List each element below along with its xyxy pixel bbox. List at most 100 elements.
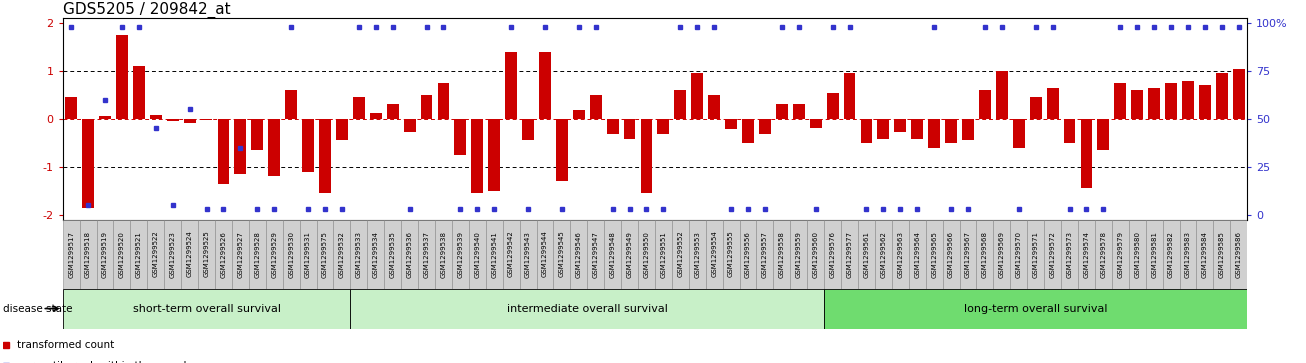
Bar (1030, 97, 1042, 119)
Text: GSM1299519: GSM1299519 (102, 231, 108, 278)
Text: GSM1299566: GSM1299566 (948, 231, 955, 278)
Bar (892, 220, 909, 289)
Text: GSM1299585: GSM1299585 (1218, 231, 1225, 278)
Bar (201, 119, 213, 120)
Bar (1148, 88, 1160, 119)
Text: GSM1299582: GSM1299582 (1168, 231, 1174, 278)
Bar (1111, 220, 1128, 289)
Text: GSM1299550: GSM1299550 (644, 231, 649, 278)
Bar (691, 73, 703, 119)
Text: GSM1299538: GSM1299538 (440, 231, 447, 278)
Text: GSM1299543: GSM1299543 (525, 231, 532, 278)
Text: GSM1299524: GSM1299524 (187, 231, 192, 277)
Bar (590, 95, 602, 119)
Bar (1162, 220, 1179, 289)
Bar (708, 95, 720, 119)
Bar (1080, 119, 1092, 188)
Bar (148, 220, 165, 289)
Bar (1077, 220, 1094, 289)
Bar (1233, 69, 1245, 119)
Text: GSM1299517: GSM1299517 (68, 231, 74, 278)
Bar (435, 220, 452, 289)
Bar (742, 119, 754, 143)
Bar (556, 119, 568, 181)
Text: GSM1299541: GSM1299541 (491, 231, 498, 278)
Bar (99, 117, 111, 119)
Bar (265, 220, 282, 289)
Bar (65, 97, 77, 119)
Bar (1046, 88, 1059, 119)
Text: GSM1299536: GSM1299536 (406, 231, 413, 278)
Bar (878, 119, 889, 139)
Bar (793, 103, 804, 119)
Bar (539, 52, 551, 119)
Bar (639, 220, 654, 289)
Text: GSM1299565: GSM1299565 (931, 231, 938, 278)
Text: GSM1299569: GSM1299569 (999, 231, 1004, 278)
Bar (251, 119, 264, 150)
Bar (97, 220, 114, 289)
Text: GSM1299535: GSM1299535 (389, 231, 396, 278)
Text: GSM1299546: GSM1299546 (576, 231, 581, 278)
Text: transformed count: transformed count (17, 340, 115, 350)
Bar (82, 119, 94, 208)
Text: GSM1299567: GSM1299567 (965, 231, 972, 278)
Text: GSM1299528: GSM1299528 (255, 231, 260, 278)
Bar (705, 220, 722, 289)
Text: GSM1299518: GSM1299518 (85, 231, 91, 278)
Bar (1011, 220, 1028, 289)
Bar (943, 220, 960, 289)
Bar (299, 220, 316, 289)
Text: GSM1299559: GSM1299559 (795, 231, 802, 278)
Bar (1131, 90, 1143, 119)
Bar (926, 220, 943, 289)
Bar (1179, 220, 1196, 289)
Text: GSM1299558: GSM1299558 (778, 231, 785, 278)
Bar (319, 119, 330, 193)
Text: GSM1299573: GSM1299573 (1067, 231, 1072, 278)
Bar (471, 119, 483, 193)
Text: GSM1299540: GSM1299540 (474, 231, 481, 278)
Bar (640, 119, 653, 193)
Bar (573, 110, 585, 119)
Bar (404, 119, 415, 132)
Bar (607, 119, 619, 134)
Bar (1165, 83, 1177, 119)
Bar (150, 115, 162, 119)
Bar (184, 119, 196, 123)
Text: GSM1299556: GSM1299556 (744, 231, 751, 278)
Text: disease state: disease state (3, 303, 72, 314)
Bar (858, 220, 875, 289)
Bar (807, 220, 824, 289)
Bar (63, 220, 80, 289)
Bar (960, 220, 977, 289)
Bar (671, 220, 688, 289)
Text: GSM1299523: GSM1299523 (170, 231, 176, 278)
Text: GSM1299520: GSM1299520 (119, 231, 125, 278)
Text: long-term overall survival: long-term overall survival (964, 303, 1107, 314)
Text: GSM1299529: GSM1299529 (272, 231, 277, 278)
Bar (739, 220, 756, 289)
Bar (674, 90, 686, 119)
Bar (522, 119, 534, 140)
Bar (336, 119, 347, 140)
Bar (1060, 220, 1077, 289)
Bar (1145, 220, 1162, 289)
Bar (486, 220, 503, 289)
Bar (773, 220, 790, 289)
Bar (654, 220, 671, 289)
Bar (909, 220, 926, 289)
Text: GSM1299549: GSM1299549 (627, 231, 632, 278)
Text: GSM1299575: GSM1299575 (323, 231, 328, 278)
Bar (1063, 119, 1075, 143)
Bar (133, 66, 145, 119)
Bar (996, 71, 1008, 119)
Text: GSM1299531: GSM1299531 (306, 231, 311, 278)
Text: GSM1299530: GSM1299530 (289, 231, 294, 278)
Text: GSM1299570: GSM1299570 (1016, 231, 1021, 278)
Bar (167, 119, 179, 121)
Text: GSM1299560: GSM1299560 (812, 231, 819, 278)
Bar (182, 220, 199, 289)
Text: GSM1299527: GSM1299527 (238, 231, 243, 278)
Text: percentile rank within the sample: percentile rank within the sample (17, 361, 193, 363)
